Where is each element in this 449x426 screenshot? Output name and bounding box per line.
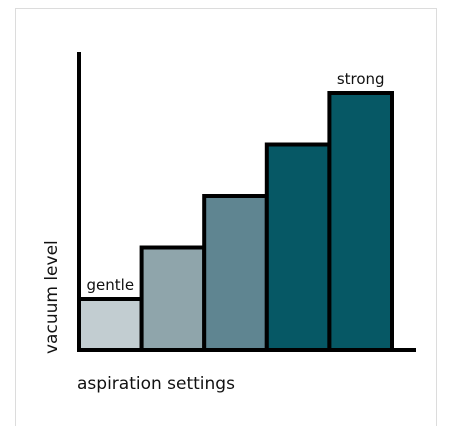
annotation-strong: strong <box>337 70 385 88</box>
annotations-group: gentle strong <box>87 70 385 294</box>
bars-group <box>77 91 394 352</box>
bar-2 <box>139 245 207 352</box>
bar-1 <box>77 297 144 352</box>
y-axis-label: vacuum level <box>42 240 62 354</box>
bar-3 <box>202 194 269 352</box>
bar-4 <box>264 142 332 352</box>
bar-5 <box>327 91 394 352</box>
x-axis-label: aspiration settings <box>77 374 235 394</box>
annotation-gentle: gentle <box>87 276 135 294</box>
